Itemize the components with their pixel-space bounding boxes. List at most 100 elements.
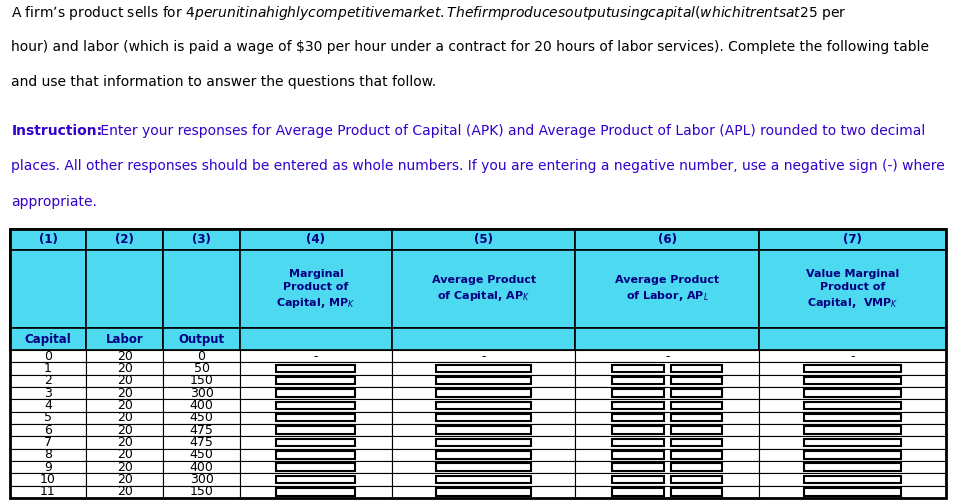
Bar bbox=[276, 377, 356, 384]
Bar bbox=[392, 424, 576, 436]
Text: 300: 300 bbox=[189, 473, 213, 486]
Bar bbox=[436, 402, 532, 409]
Bar bbox=[671, 476, 723, 483]
Text: Marginal
Product of
Capital, MP$_K$: Marginal Product of Capital, MP$_K$ bbox=[276, 269, 356, 310]
Text: (7): (7) bbox=[843, 233, 862, 246]
Text: Average Product
of Capital, AP$_K$: Average Product of Capital, AP$_K$ bbox=[431, 276, 535, 303]
Bar bbox=[240, 328, 392, 350]
Bar bbox=[576, 387, 759, 399]
Bar bbox=[163, 461, 240, 473]
Bar bbox=[436, 414, 532, 422]
Bar bbox=[10, 424, 86, 436]
Bar bbox=[163, 375, 240, 387]
Text: 3: 3 bbox=[44, 387, 52, 399]
Bar bbox=[759, 424, 946, 436]
Bar bbox=[240, 411, 392, 424]
Text: 20: 20 bbox=[117, 374, 133, 387]
Text: 10: 10 bbox=[40, 473, 55, 486]
Bar bbox=[276, 451, 356, 459]
Text: 8: 8 bbox=[44, 448, 52, 461]
Text: (3): (3) bbox=[192, 233, 211, 246]
Bar bbox=[436, 389, 532, 397]
Bar bbox=[671, 402, 723, 409]
Bar bbox=[804, 427, 902, 434]
Bar bbox=[612, 451, 663, 459]
Bar bbox=[240, 229, 392, 250]
Bar bbox=[10, 362, 86, 375]
Text: 9: 9 bbox=[44, 461, 52, 474]
Bar bbox=[163, 411, 240, 424]
Bar bbox=[86, 424, 163, 436]
Bar bbox=[759, 473, 946, 485]
Text: 475: 475 bbox=[189, 436, 213, 449]
Bar bbox=[804, 414, 902, 422]
Bar bbox=[759, 350, 946, 362]
Text: Output: Output bbox=[179, 332, 225, 346]
Bar bbox=[612, 402, 663, 409]
Text: (5): (5) bbox=[474, 233, 493, 246]
Bar bbox=[392, 350, 576, 362]
Bar bbox=[240, 387, 392, 399]
Bar bbox=[10, 375, 86, 387]
Bar bbox=[804, 463, 902, 471]
Bar bbox=[163, 350, 240, 362]
Bar bbox=[759, 436, 946, 449]
Text: 150: 150 bbox=[189, 485, 213, 498]
Bar bbox=[392, 399, 576, 411]
Bar bbox=[392, 485, 576, 498]
Bar bbox=[240, 461, 392, 473]
Bar bbox=[759, 485, 946, 498]
Bar bbox=[436, 439, 532, 446]
Bar bbox=[576, 250, 759, 328]
Bar bbox=[240, 424, 392, 436]
Bar bbox=[759, 250, 946, 328]
Text: Value Marginal
Product of
Capital,  VMP$_K$: Value Marginal Product of Capital, VMP$_… bbox=[806, 269, 900, 310]
Bar bbox=[86, 436, 163, 449]
Bar bbox=[86, 449, 163, 461]
Bar bbox=[86, 350, 163, 362]
Text: (1): (1) bbox=[38, 233, 57, 246]
Bar bbox=[804, 451, 902, 459]
Text: 20: 20 bbox=[117, 411, 133, 425]
Bar bbox=[86, 485, 163, 498]
Bar bbox=[576, 485, 759, 498]
Bar bbox=[576, 411, 759, 424]
Bar bbox=[163, 473, 240, 485]
Bar bbox=[804, 377, 902, 384]
Bar bbox=[163, 362, 240, 375]
Bar bbox=[86, 250, 163, 328]
Bar bbox=[392, 436, 576, 449]
Bar bbox=[10, 250, 86, 328]
Bar bbox=[436, 463, 532, 471]
Text: Instruction:: Instruction: bbox=[11, 124, 102, 138]
Bar bbox=[759, 328, 946, 350]
Bar bbox=[576, 424, 759, 436]
Bar bbox=[612, 414, 663, 422]
Bar bbox=[392, 362, 576, 375]
Text: 2: 2 bbox=[44, 374, 52, 387]
Bar bbox=[10, 350, 86, 362]
Bar bbox=[671, 451, 723, 459]
Bar bbox=[240, 399, 392, 411]
Bar bbox=[392, 328, 576, 350]
Text: 1: 1 bbox=[44, 362, 52, 375]
Text: 400: 400 bbox=[189, 399, 213, 412]
Bar bbox=[759, 399, 946, 411]
Bar bbox=[436, 427, 532, 434]
Bar bbox=[576, 375, 759, 387]
Bar bbox=[10, 399, 86, 411]
Bar bbox=[163, 250, 240, 328]
Bar bbox=[612, 439, 663, 446]
Bar bbox=[392, 250, 576, 328]
Bar bbox=[759, 411, 946, 424]
Bar bbox=[392, 411, 576, 424]
Bar bbox=[804, 402, 902, 409]
Bar bbox=[759, 449, 946, 461]
Text: 20: 20 bbox=[117, 350, 133, 363]
Text: 5: 5 bbox=[44, 411, 52, 425]
Text: 11: 11 bbox=[40, 485, 55, 498]
Bar bbox=[240, 375, 392, 387]
Bar bbox=[671, 414, 723, 422]
Bar bbox=[576, 399, 759, 411]
Text: 450: 450 bbox=[189, 411, 213, 425]
